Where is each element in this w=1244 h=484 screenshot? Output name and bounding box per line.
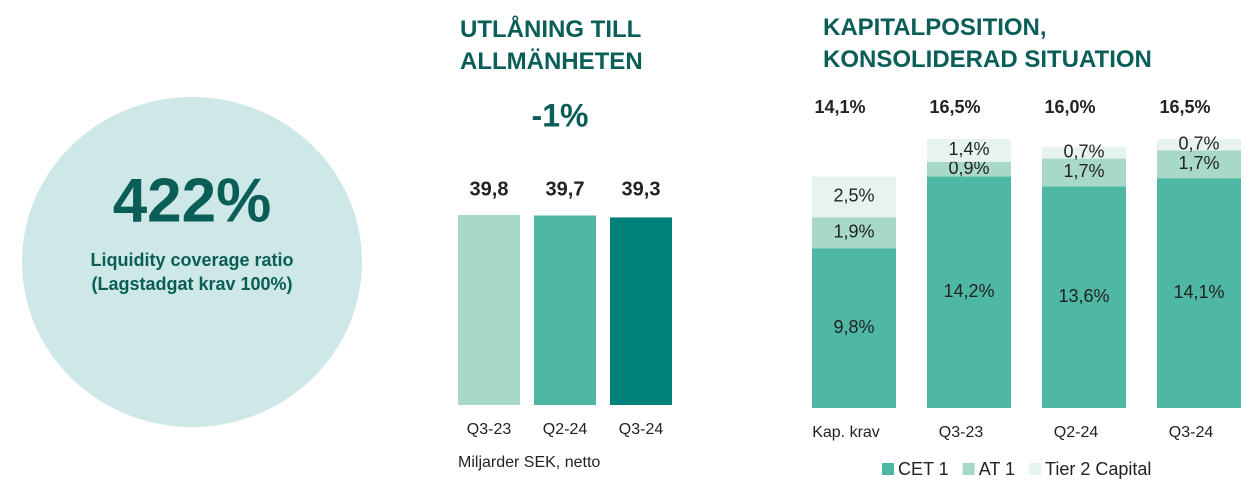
kpi-value: 422%	[113, 166, 272, 235]
kpi-label: Liquidity coverage ratio (Lagstadgat kra…	[90, 250, 294, 294]
chart-title: KAPITALPOSITION, KONSOLIDERAD SITUATION	[823, 14, 1152, 73]
x-tick-label: Q3-24	[619, 421, 664, 438]
x-tick-label: Kap. krav	[812, 424, 880, 441]
x-tick-label: Q3-23	[467, 421, 512, 438]
total-label: 16,5%	[929, 97, 980, 117]
bar	[458, 215, 520, 405]
bar-segment	[1157, 139, 1241, 151]
legend-label: AT 1	[979, 459, 1015, 479]
bar	[534, 215, 596, 405]
segment-label: 14,2%	[943, 281, 994, 301]
x-tick-label: Q2-24	[543, 421, 588, 438]
total-label: 16,5%	[1159, 97, 1210, 117]
value-label: 39,8	[470, 178, 509, 200]
bar-segment	[927, 161, 1011, 177]
legend-swatch	[1029, 463, 1042, 475]
subtitle: -1%	[532, 97, 589, 133]
value-label: 39,3	[622, 178, 661, 200]
segment-label: 14,1%	[1173, 282, 1224, 302]
bar-segment	[812, 217, 896, 249]
bar-segment	[1042, 186, 1126, 408]
segment-label: 0,7%	[1178, 134, 1219, 154]
x-tick-label: Q3-24	[1169, 424, 1214, 441]
legend-swatch	[962, 463, 975, 475]
segment-label: 13,6%	[1058, 286, 1109, 306]
segment-label: 1,7%	[1178, 153, 1219, 173]
bar-segment	[927, 139, 1011, 162]
legend-label: Tier 2 Capital	[1045, 459, 1151, 479]
x-tick-label: Q2-24	[1054, 424, 1099, 441]
segment-label: 2,5%	[833, 186, 874, 206]
bar-segment	[1042, 147, 1126, 159]
bar-segment	[812, 248, 896, 408]
note: Miljarder SEK, netto	[458, 454, 600, 471]
chart-title: UTLÅNING TILL ALLMÄNHETEN	[460, 16, 643, 75]
bar	[610, 217, 672, 405]
segment-label: 9,8%	[833, 317, 874, 337]
bar-segment	[812, 176, 896, 218]
x-tick-label: Q3-23	[939, 424, 984, 441]
bar-segment	[1157, 150, 1241, 179]
segment-label: 0,9%	[948, 158, 989, 178]
legend-label: CET 1	[898, 459, 949, 479]
value-label: 39,7	[546, 178, 585, 200]
segment-label: 1,4%	[948, 139, 989, 159]
kpi-circle	[22, 97, 362, 427]
segment-label: 0,7%	[1063, 142, 1104, 162]
total-label: 16,0%	[1044, 97, 1095, 117]
total-label: 14,1%	[814, 97, 865, 117]
bar-segment	[1157, 178, 1241, 408]
bar-segment	[1042, 158, 1126, 187]
legend-swatch	[882, 463, 894, 475]
segment-label: 1,7%	[1063, 161, 1104, 181]
bar-segment	[927, 176, 1011, 408]
segment-label: 1,9%	[833, 222, 874, 242]
